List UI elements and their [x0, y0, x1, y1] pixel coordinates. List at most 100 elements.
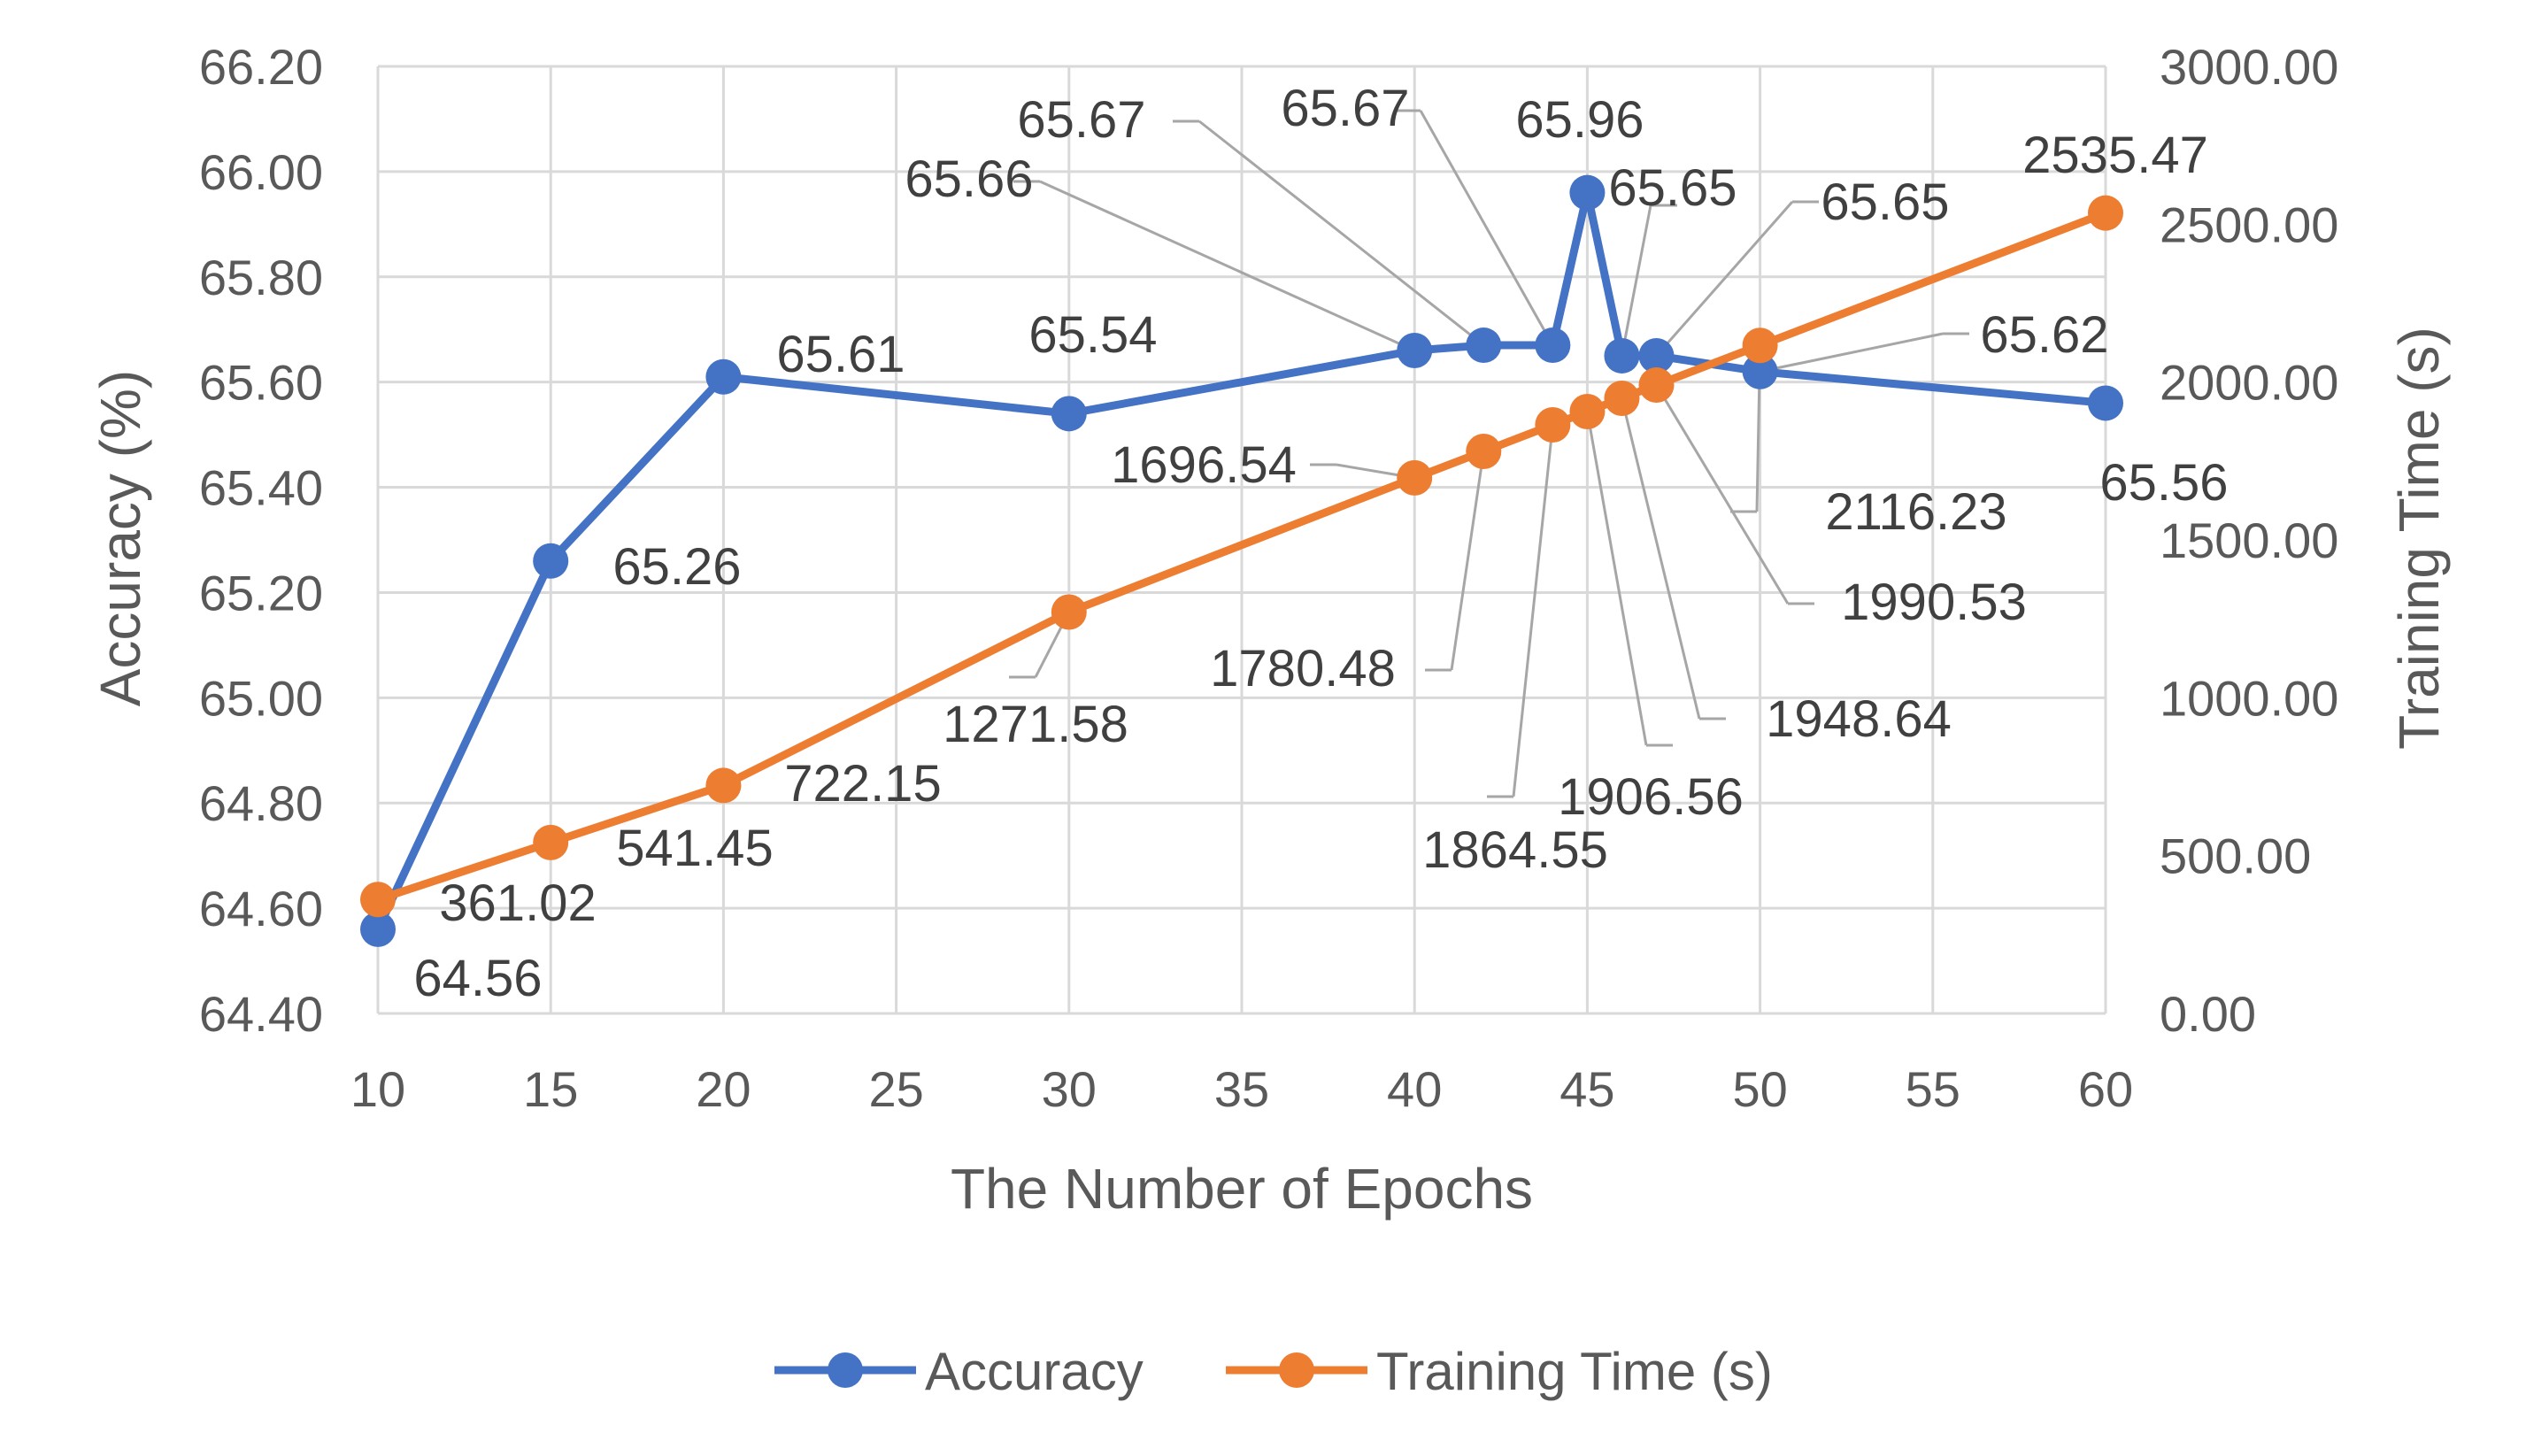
- data-label: 1864.55: [1422, 821, 1608, 879]
- point-accuracy: [1051, 396, 1087, 432]
- data-label: 1271.58: [943, 696, 1128, 753]
- point-accuracy: [360, 911, 396, 947]
- data-label: 1780.48: [1210, 640, 1396, 697]
- point-accuracy: [1535, 327, 1571, 364]
- y-axis-ticks: 64.40 64.60 64.80 65.00 65.20 65.40 65.60 65.80…: [199, 39, 323, 1042]
- leader-line: [1620, 204, 1652, 357]
- data-label: 65.61: [776, 326, 905, 383]
- x-tick-label: 15: [523, 1061, 578, 1117]
- y2-tick-label: 500.00: [2160, 828, 2311, 884]
- point-accuracy: [1569, 174, 1606, 211]
- x-tick-label: 55: [1906, 1061, 1960, 1117]
- point-training-time: [1638, 367, 1675, 404]
- x-tick-label: 35: [1214, 1061, 1269, 1117]
- y2-tick-label: 0.00: [2160, 986, 2256, 1042]
- y-tick-label: 65.80: [199, 250, 323, 305]
- point-accuracy: [2088, 385, 2123, 421]
- point-accuracy: [1638, 337, 1675, 374]
- leader-line: [1039, 180, 1415, 352]
- point-training-time: [1466, 433, 1502, 469]
- label-leader-lines: [1009, 109, 1969, 798]
- point-accuracy: [1397, 333, 1433, 368]
- point-training-time: [1397, 459, 1433, 496]
- point-accuracy: [1742, 353, 1778, 389]
- legend-label-training-time: Training Time (s): [1376, 1342, 1773, 1401]
- data-label: 2535.47: [2022, 127, 2208, 184]
- series-group: [360, 174, 2123, 947]
- x-tick-label: 45: [1559, 1061, 1614, 1117]
- x-tick-label: 60: [2078, 1061, 2133, 1117]
- y-tick-label: 65.40: [199, 460, 323, 516]
- x-tick-label: 20: [696, 1061, 751, 1117]
- data-label: 361.02: [439, 874, 596, 932]
- leader-line: [1198, 119, 1485, 347]
- x-tick-label: 30: [1042, 1061, 1097, 1117]
- data-label: 65.62: [1980, 306, 2108, 364]
- legend-item-training-time[interactable]: Training Time (s): [1226, 1342, 1773, 1401]
- y-tick-label: 66.00: [199, 144, 323, 200]
- leader-line: [1419, 110, 1554, 346]
- legend-swatch-accuracy-marker: [828, 1352, 863, 1388]
- data-label: 65.54: [1028, 306, 1157, 364]
- leader-line: [1655, 384, 1790, 605]
- point-training-time: [1535, 406, 1571, 443]
- y-tick-label: 64.40: [199, 986, 323, 1042]
- point-training-time: [2088, 195, 2123, 231]
- legend-item-accuracy[interactable]: Accuracy: [774, 1342, 1144, 1401]
- data-label: 65.65: [1608, 159, 1737, 217]
- y-tick-label: 65.20: [199, 565, 323, 620]
- point-training-time: [1742, 327, 1778, 364]
- y-tick-label: 64.80: [199, 775, 323, 831]
- leader-line: [1760, 332, 1944, 374]
- x-tick-label: 40: [1387, 1061, 1442, 1117]
- point-training-time: [360, 882, 396, 918]
- data-label: 1906.56: [1558, 768, 1744, 826]
- y2-axis-ticks: 0.00 500.00 1000.00 1500.00 2000.00 2500.00 30…: [2160, 39, 2338, 1042]
- point-training-time: [1569, 393, 1606, 429]
- data-label: 65.65: [1821, 173, 1949, 231]
- data-label: 65.26: [612, 538, 741, 596]
- point-training-time: [705, 767, 742, 804]
- data-label: 64.56: [413, 950, 542, 1007]
- y-tick-label: 64.60: [199, 881, 323, 936]
- leader-line: [1450, 451, 1485, 671]
- legend: Accuracy Training Time (s): [774, 1342, 1773, 1401]
- leader-line: [1585, 411, 1648, 746]
- y2-axis-title: Training Time (s): [2387, 327, 2451, 750]
- data-label: 1990.53: [1841, 574, 2027, 631]
- data-label: 65.96: [1515, 91, 1644, 149]
- y-axis-title: Accuracy (%): [89, 370, 152, 707]
- y2-tick-label: 2000.00: [2160, 355, 2338, 411]
- leader-line: [1512, 424, 1554, 797]
- point-accuracy: [705, 358, 742, 395]
- data-label: 2116.23: [1825, 483, 2006, 541]
- point-training-time: [533, 824, 569, 860]
- data-label: 1948.64: [1766, 690, 1952, 748]
- x-tick-label: 50: [1732, 1061, 1787, 1117]
- leader-line: [1620, 397, 1701, 720]
- data-label: 722.15: [784, 755, 941, 813]
- data-label: 65.67: [1281, 80, 1409, 137]
- x-axis-title: The Number of Epochs: [951, 1157, 1533, 1221]
- point-training-time: [1051, 594, 1087, 630]
- legend-swatch-training-time-marker: [1279, 1352, 1314, 1388]
- legend-label-accuracy: Accuracy: [925, 1342, 1144, 1401]
- point-accuracy: [1604, 337, 1640, 374]
- data-label: 65.66: [905, 150, 1033, 208]
- point-accuracy: [533, 543, 569, 579]
- x-tick-label: 25: [868, 1061, 923, 1117]
- data-label: 65.56: [2099, 454, 2228, 512]
- x-axis-ticks: 10 15 20 25 30 35 40 45 50 55 60: [350, 1061, 2133, 1117]
- y-tick-label: 65.60: [199, 355, 323, 411]
- point-accuracy: [1466, 327, 1502, 364]
- point-training-time: [1604, 380, 1640, 416]
- series-line-training-time: [376, 209, 2107, 904]
- y-tick-label: 65.00: [199, 670, 323, 726]
- y2-tick-label: 2500.00: [2160, 196, 2338, 252]
- y-tick-label: 66.20: [199, 39, 323, 95]
- data-label: 65.67: [1017, 91, 1145, 149]
- x-tick-label: 10: [350, 1061, 405, 1117]
- data-label: 1696.54: [1111, 436, 1297, 494]
